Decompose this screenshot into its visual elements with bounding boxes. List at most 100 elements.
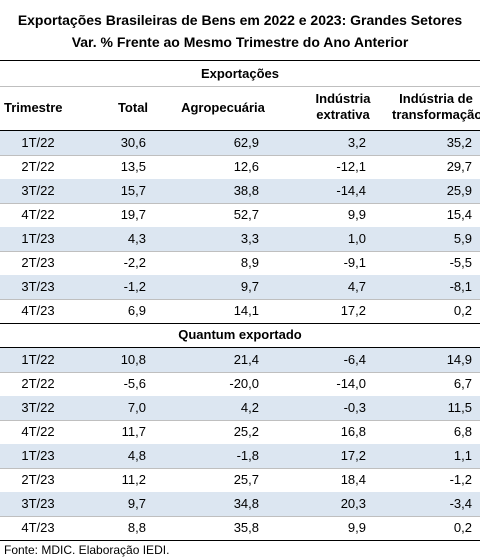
- cell: -8,1: [449, 279, 472, 294]
- cell: 8,9: [240, 255, 259, 270]
- row-label: 2T/23: [21, 472, 55, 487]
- cell: -9,1: [343, 255, 366, 270]
- cell: 62,9: [233, 135, 259, 150]
- row-label: 2T/22: [21, 376, 55, 391]
- cell: -5,6: [123, 376, 146, 391]
- column-header: Trimestre: [4, 100, 63, 115]
- cell: 6,9: [127, 303, 146, 318]
- row-shade: [0, 179, 480, 203]
- rule: [0, 516, 480, 517]
- row-label: 3T/23: [21, 279, 55, 294]
- cell: 29,7: [446, 159, 472, 174]
- column-header: Indústria extrativa: [315, 91, 371, 122]
- rule: [0, 86, 480, 87]
- cell: 9,7: [127, 496, 146, 511]
- cell: 4,2: [240, 400, 259, 415]
- rule: [0, 540, 480, 541]
- cell: 14,1: [233, 303, 259, 318]
- cell: 25,7: [233, 472, 259, 487]
- cell: 0,2: [453, 303, 472, 318]
- rule: [0, 155, 480, 156]
- rule: [0, 299, 480, 300]
- cell: 38,8: [233, 183, 259, 198]
- row-label: 1T/22: [21, 352, 55, 367]
- row-label: 3T/22: [21, 400, 55, 415]
- title: Exportações Brasileiras de Bens em 2022 …: [17, 12, 463, 28]
- row-label: 4T/22: [21, 424, 55, 439]
- row-shade: [0, 348, 480, 372]
- cell: 9,7: [240, 279, 259, 294]
- cell: 0,2: [453, 520, 472, 535]
- row-shade: [0, 275, 480, 299]
- row-label: 3T/22: [21, 183, 55, 198]
- rule: [0, 60, 480, 61]
- subtitle: Var. % Frente ao Mesmo Trimestre do Ano …: [71, 34, 409, 50]
- cell: 15,7: [120, 183, 146, 198]
- cell: -1,8: [236, 448, 259, 463]
- cell: -0,3: [343, 400, 366, 415]
- row-label: 3T/23: [21, 496, 55, 511]
- cell: 25,2: [233, 424, 259, 439]
- cell: -14,0: [336, 376, 366, 391]
- column-header: Total: [117, 100, 149, 115]
- rule: [0, 420, 480, 421]
- cell: 5,9: [453, 231, 472, 246]
- cell: 13,5: [120, 159, 146, 174]
- row-label: 4T/23: [21, 520, 55, 535]
- row-shade: [0, 131, 480, 155]
- cell: 18,4: [340, 472, 366, 487]
- cell: -2,2: [123, 255, 146, 270]
- cell: -3,4: [449, 496, 472, 511]
- row-label: 4T/23: [21, 303, 55, 318]
- cell: 19,7: [120, 207, 146, 222]
- rule: [0, 251, 480, 252]
- rule: [0, 203, 480, 204]
- column-header: Agropecuária: [181, 100, 265, 115]
- cell: 9,9: [347, 207, 366, 222]
- row-label: 1T/23: [21, 448, 55, 463]
- row-shade: [0, 227, 480, 251]
- cell: -1,2: [123, 279, 146, 294]
- cell: 10,8: [120, 352, 146, 367]
- section-header: Exportações: [200, 66, 280, 81]
- source: Fonte: MDIC. Elaboração IEDI.: [4, 543, 170, 557]
- cell: 16,8: [340, 424, 366, 439]
- cell: -6,4: [343, 352, 366, 367]
- cell: 4,8: [127, 448, 146, 463]
- cell: 34,8: [233, 496, 259, 511]
- cell: 6,8: [453, 424, 472, 439]
- row-label: 2T/22: [21, 159, 55, 174]
- cell: 35,8: [233, 520, 259, 535]
- cell: -1,2: [449, 472, 472, 487]
- cell: 1,0: [347, 231, 366, 246]
- cell: 25,9: [446, 183, 472, 198]
- cell: 4,3: [127, 231, 146, 246]
- cell: 3,3: [240, 231, 259, 246]
- cell: -20,0: [229, 376, 259, 391]
- cell: 12,6: [233, 159, 259, 174]
- cell: -14,4: [336, 183, 366, 198]
- cell: 4,7: [347, 279, 366, 294]
- cell: 21,4: [233, 352, 259, 367]
- cell: 17,2: [340, 448, 366, 463]
- cell: 20,3: [340, 496, 366, 511]
- cell: 8,8: [127, 520, 146, 535]
- cell: 30,6: [120, 135, 146, 150]
- cell: 52,7: [233, 207, 259, 222]
- cell: 17,2: [340, 303, 366, 318]
- cell: 11,2: [121, 472, 146, 487]
- row-label: 4T/22: [21, 207, 55, 222]
- cell: 11,7: [121, 424, 146, 439]
- cell: 6,7: [453, 376, 472, 391]
- row-label: 1T/22: [21, 135, 55, 150]
- row-shade: [0, 444, 480, 468]
- cell: 1,1: [453, 448, 472, 463]
- cell: -5,5: [449, 255, 472, 270]
- section-header: Quantum exportado: [178, 327, 302, 342]
- rule: [0, 372, 480, 373]
- row-label: 1T/23: [21, 231, 55, 246]
- cell: 9,9: [347, 520, 366, 535]
- cell: 7,0: [127, 400, 146, 415]
- row-shade: [0, 492, 480, 516]
